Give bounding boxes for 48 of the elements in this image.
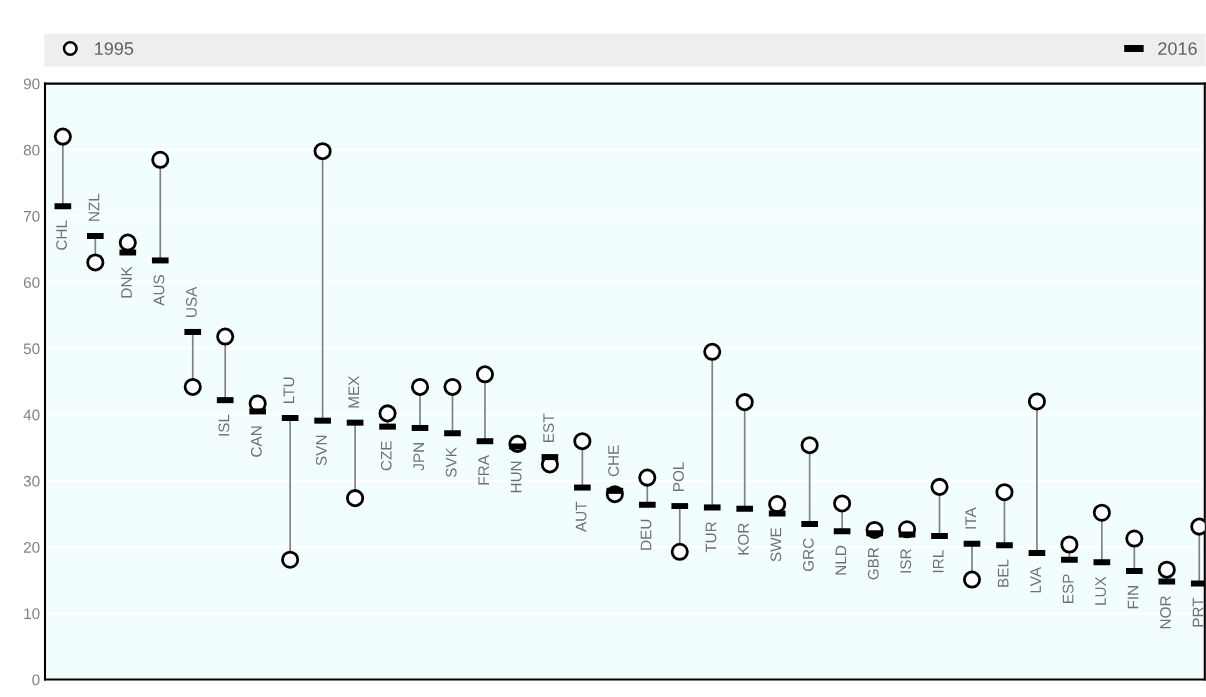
y-tick-label: 50	[23, 343, 40, 355]
y-tick-label: 10	[24, 608, 40, 620]
x-tick-label: ISR	[900, 549, 912, 573]
x-tick-label: AUT	[575, 501, 587, 532]
x-tick-label: EST	[543, 413, 554, 442]
x-tick-label: SVK	[445, 447, 457, 478]
y-tick-label: 70	[23, 210, 40, 222]
y-tick-label: 20	[23, 542, 40, 553]
x-tick-label: JPN	[413, 443, 425, 471]
x-tick-label: CHE	[608, 445, 619, 477]
x-tick-label: LVA	[1030, 567, 1041, 593]
x-tick-label: DNK	[121, 266, 132, 298]
y-tick-label: 60	[23, 277, 40, 288]
x-tick-label: SVN	[315, 435, 327, 466]
legend-label: 2016	[1158, 42, 1197, 55]
x-tick-label: DEU	[640, 519, 652, 550]
x-tick-label: PRT	[1192, 597, 1204, 627]
x-tick-label: GRC	[802, 538, 814, 572]
x-tick-label: NZL	[88, 193, 100, 221]
x-tick-label: SWE	[770, 527, 782, 562]
y-tick-label: 90	[23, 78, 40, 90]
x-tick-label: LUX	[1095, 576, 1106, 605]
x-tick-label: USA	[186, 286, 197, 317]
x-tick-label: ISL	[218, 414, 230, 436]
x-tick-label: FRA	[478, 455, 489, 485]
x-tick-label: CHL	[56, 220, 67, 250]
x-tick-label: ITA	[965, 507, 976, 529]
x-tick-label: LTU	[283, 377, 295, 403]
x-tick-label: FIN	[1127, 586, 1139, 609]
y-tick-label: 80	[23, 144, 40, 156]
x-tick-label: MEX	[348, 375, 360, 408]
x-tick-label: GBR	[867, 547, 879, 580]
x-tick-label: AUS	[153, 275, 165, 306]
x-tick-label: HUN	[510, 461, 522, 493]
x-tick-label: BEL	[997, 559, 1009, 587]
y-tick-label: 0	[32, 674, 40, 686]
x-tick-label: CZE	[380, 441, 392, 471]
x-tick-label: NOR	[1160, 596, 1171, 629]
y-tick-label: 30	[23, 475, 40, 487]
x-tick-label: TUR	[705, 522, 717, 553]
x-tick-label: IRL	[932, 550, 944, 573]
y-tick-label: 40	[23, 409, 40, 421]
legend-label: 1995	[95, 42, 134, 55]
x-tick-label: CAN	[250, 426, 262, 457]
x-tick-label: KOR	[737, 523, 749, 555]
x-tick-label: ESP	[1062, 574, 1074, 603]
x-tick-label: POL	[673, 462, 684, 491]
x-tick-label: NLD	[835, 545, 847, 575]
